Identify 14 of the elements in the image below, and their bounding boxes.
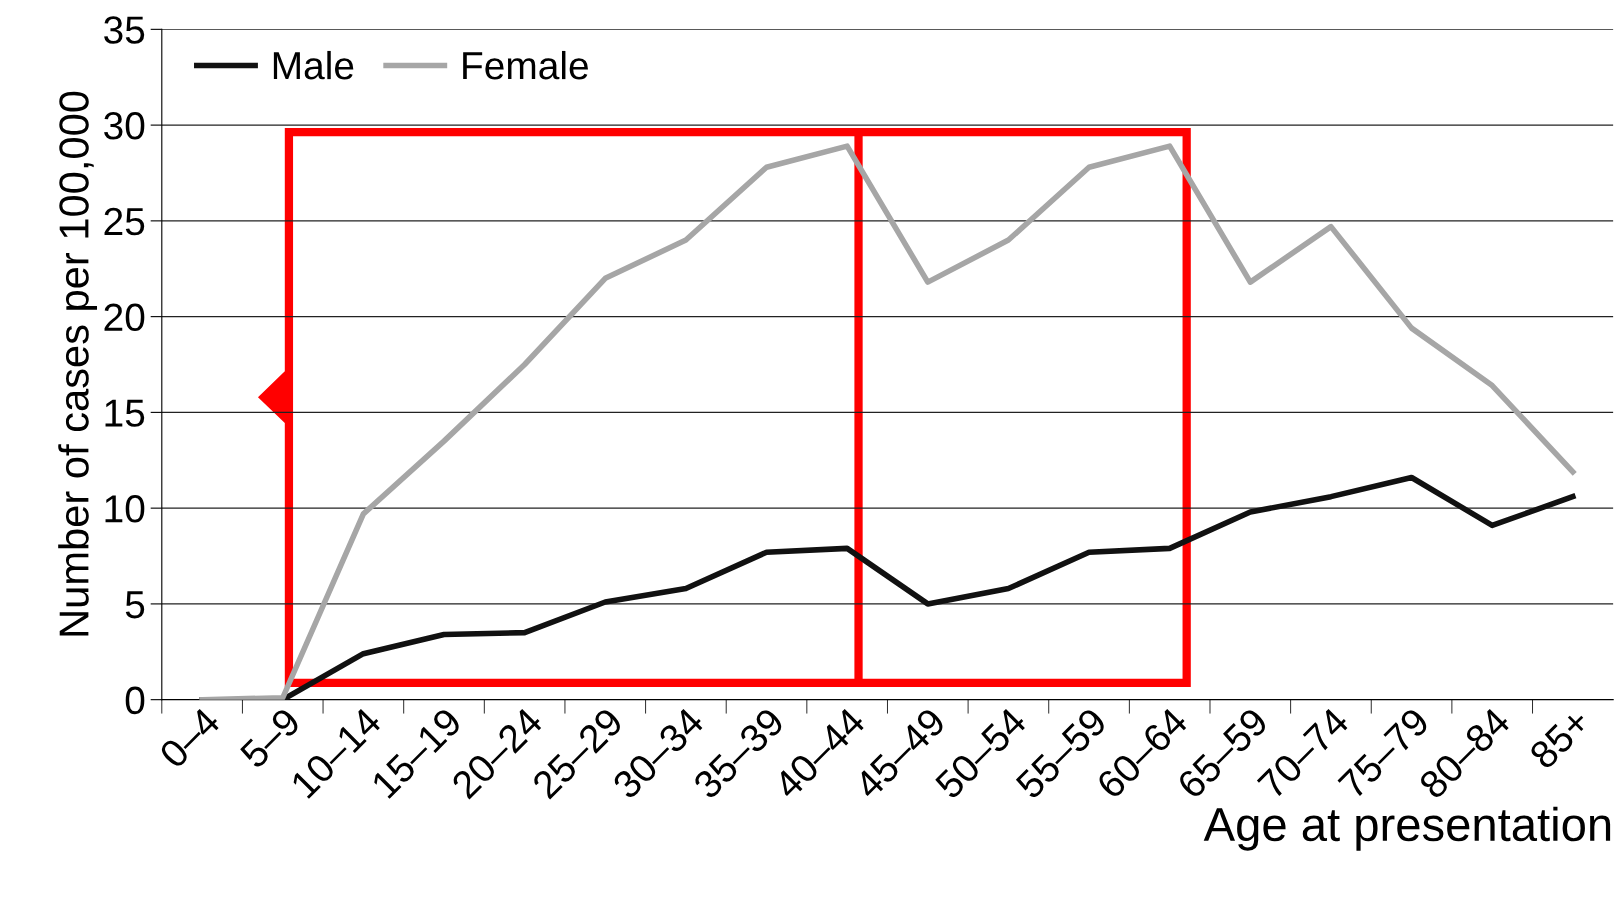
y-tick-label: 25 xyxy=(104,207,145,236)
y-axis-title: Number of cases per 100,000 xyxy=(58,91,98,636)
x-axis-title: Age at presentation xyxy=(1203,806,1611,851)
y-tick-label: 0 xyxy=(125,686,145,715)
y-tick-label: 20 xyxy=(104,303,145,332)
legend-label: Female xyxy=(463,50,588,80)
y-tick-label: 30 xyxy=(104,112,145,140)
x-tick-label: 85+ xyxy=(1528,706,1592,771)
y-tick-label: 35 xyxy=(104,16,145,44)
y-tick-label: 15 xyxy=(105,399,145,427)
y-tick-label: 10 xyxy=(105,495,145,523)
y-tick-label: 5 xyxy=(125,591,145,619)
x-tick-label: 0–4 xyxy=(158,706,222,770)
legend-label: Male xyxy=(273,50,354,80)
